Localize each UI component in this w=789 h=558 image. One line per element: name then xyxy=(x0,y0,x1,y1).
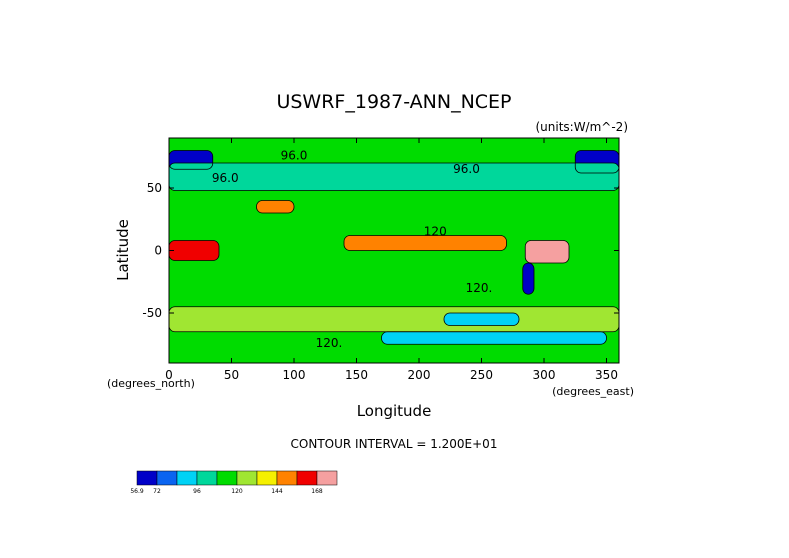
contour-label: 96.0 xyxy=(212,171,239,185)
colorbar-swatch xyxy=(296,470,318,486)
contour-label: 120. xyxy=(466,281,493,295)
contour-line xyxy=(524,240,570,264)
colorbar-swatch xyxy=(256,470,278,486)
colorbar-tick-label: 96 xyxy=(193,488,201,495)
x-unit-label: (degrees_east) xyxy=(552,385,634,398)
contour-line xyxy=(381,331,607,345)
y-tick-label: 50 xyxy=(147,181,162,195)
contour-label: 120 xyxy=(424,225,447,239)
contour-labels: 96.0 96.0 96.0 120 120. 120. xyxy=(212,148,492,350)
colorbar-tick-label: 56.9 xyxy=(130,488,144,495)
colorbar-swatch xyxy=(236,470,258,486)
x-tick-label: 150 xyxy=(345,368,368,382)
y-tick-label: -50 xyxy=(142,306,162,320)
x-axis-label: Longitude xyxy=(357,402,432,420)
contour-line xyxy=(443,312,520,326)
field-region-southern-ocean xyxy=(169,306,619,332)
x-tick-label: 200 xyxy=(408,368,431,382)
field-region-amazon xyxy=(525,240,569,263)
x-tick-label: 300 xyxy=(533,368,556,382)
field-region-itcz-pacific xyxy=(344,235,507,251)
contour-label: 96.0 xyxy=(453,162,480,176)
y-tick-label: 0 xyxy=(154,244,162,258)
contour-line xyxy=(256,200,295,214)
x-tick-label: 0 xyxy=(165,368,173,382)
colorbar-labels: 56.9 72 96 120 144 168 xyxy=(130,488,323,495)
colorbar-swatch xyxy=(156,470,178,486)
contour-label: 120. xyxy=(316,336,343,350)
colorbar-tick-label: 72 xyxy=(153,488,161,495)
x-axis-ticks: 0 50 100 150 200 250 300 350 xyxy=(165,138,618,382)
colorbar-swatch xyxy=(216,470,238,486)
field-region-africa xyxy=(169,240,219,261)
y-axis-ticks: 50 0 -50 xyxy=(142,181,619,320)
contour-interval: CONTOUR INTERVAL = 1.200E+01 xyxy=(291,437,498,451)
contour-line xyxy=(343,235,507,251)
colorbar-swatch xyxy=(316,470,338,486)
colorbar-tick-label: 168 xyxy=(311,488,323,495)
colorbar-swatch xyxy=(276,470,298,486)
y-axis-label: Latitude xyxy=(114,219,132,281)
x-tick-label: 350 xyxy=(595,368,618,382)
chart-title: USWRF_1987-ANN_NCEP xyxy=(276,91,511,113)
field-region-north-band xyxy=(169,163,619,191)
x-tick-label: 250 xyxy=(470,368,493,382)
colorbar-swatch xyxy=(176,470,198,486)
y-unit-label: (degrees_north) xyxy=(107,377,195,390)
contour-label: 96.0 xyxy=(281,148,308,162)
colorbar-tick-label: 144 xyxy=(271,488,283,495)
field-region-antarctic-coast xyxy=(381,331,607,345)
x-tick-label: 100 xyxy=(283,368,306,382)
field-region-tibet xyxy=(256,200,294,213)
x-tick-label: 50 xyxy=(224,368,239,382)
field-region-south-pacific-low xyxy=(444,313,519,326)
field-region-andes xyxy=(522,263,534,295)
contour-line xyxy=(522,262,535,295)
plot-area: 96.0 96.0 96.0 120 120. 120. xyxy=(168,137,620,364)
colorbar-swatch xyxy=(196,470,218,486)
colorbar xyxy=(136,470,338,486)
colorbar-tick-label: 120 xyxy=(231,488,243,495)
colorbar-swatch xyxy=(136,470,158,486)
units-label: (units:W/m^-2) xyxy=(535,120,628,134)
heatmap-field xyxy=(169,138,619,363)
